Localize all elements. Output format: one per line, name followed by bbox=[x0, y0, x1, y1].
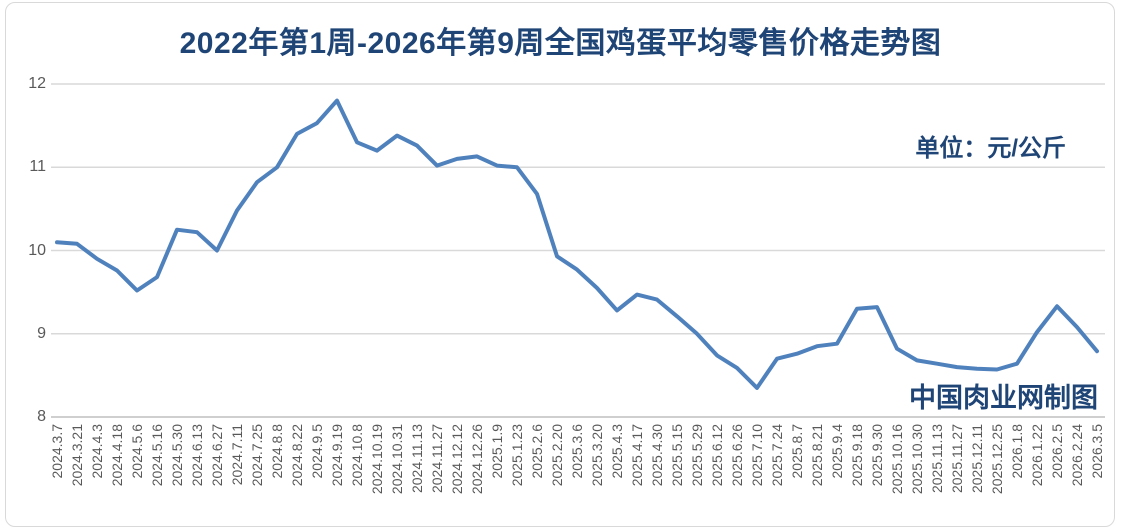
x-tick-label: 2025.3.6 bbox=[569, 424, 585, 479]
x-tick-label: 2025.8.7 bbox=[789, 424, 805, 479]
x-tick-label: 2025.9.4 bbox=[829, 424, 845, 479]
y-tick-label: 10 bbox=[28, 241, 46, 259]
x-tick-label: 2025.6.26 bbox=[729, 424, 745, 487]
x-tick-label: 2025.5.29 bbox=[689, 424, 705, 487]
x-tick-label: 2024.11.27 bbox=[429, 424, 445, 494]
x-tick-label: 2025.3.20 bbox=[589, 424, 605, 487]
watermark-label: 中国肉业网制图 bbox=[909, 383, 1098, 413]
unit-label: 单位：元/公斤 bbox=[915, 135, 1066, 162]
x-tick-label: 2024.7.11 bbox=[229, 424, 245, 486]
x-tick-label: 2024.7.25 bbox=[249, 424, 265, 487]
x-tick-label: 2024.12.26 bbox=[469, 424, 485, 495]
x-tick-label: 2025.1.9 bbox=[489, 424, 505, 479]
x-tick-label: 2025.10.30 bbox=[909, 424, 925, 495]
x-tick-label: 2026.1.8 bbox=[1009, 424, 1025, 479]
x-tick-label: 2024.12.12 bbox=[449, 424, 465, 495]
x-tick-label: 2025.2.20 bbox=[549, 424, 565, 487]
x-tick-label: 2024.5.6 bbox=[129, 424, 145, 479]
x-tick-label: 2025.4.17 bbox=[629, 424, 645, 487]
x-tick-label: 2025.4.30 bbox=[649, 424, 665, 487]
x-tick-label: 2024.10.8 bbox=[349, 424, 365, 487]
x-tick-label: 2024.9.19 bbox=[329, 424, 345, 487]
x-tick-label: 2025.2.6 bbox=[529, 424, 545, 479]
x-tick-label: 2024.3.21 bbox=[69, 424, 85, 487]
x-tick-label: 2025.6.12 bbox=[709, 424, 725, 487]
x-tick-label: 2026.2.24 bbox=[1069, 424, 1085, 487]
x-tick-label: 2025.10.16 bbox=[889, 424, 905, 495]
x-tick-label: 2025.5.15 bbox=[669, 424, 685, 487]
x-tick-label: 2024.10.19 bbox=[369, 424, 385, 495]
x-tick-label: 2024.10.31 bbox=[389, 424, 405, 495]
y-tick-label: 8 bbox=[37, 408, 46, 425]
x-tick-label: 2025.4.3 bbox=[609, 424, 625, 479]
x-tick-label: 2025.1.23 bbox=[509, 424, 525, 487]
x-tick-label: 2024.11.13 bbox=[409, 424, 425, 494]
x-tick-label: 2024.8.22 bbox=[289, 424, 305, 487]
x-tick-label: 2024.6.13 bbox=[189, 424, 205, 487]
x-tick-label: 2024.4.3 bbox=[89, 424, 105, 479]
x-tick-label: 2025.7.24 bbox=[769, 424, 785, 487]
x-tick-label: 2025.8.21 bbox=[809, 424, 825, 487]
x-tick-label: 2026.1.22 bbox=[1029, 424, 1045, 487]
price-series-line bbox=[55, 98, 1099, 390]
x-tick-label: 2024.9.5 bbox=[309, 424, 325, 479]
y-tick-label: 11 bbox=[29, 158, 46, 176]
y-tick-label: 12 bbox=[28, 75, 46, 92]
x-tick-label: 2024.6.27 bbox=[209, 424, 225, 487]
x-tick-label: 2024.3.7 bbox=[49, 424, 65, 479]
y-tick-label: 9 bbox=[37, 324, 46, 342]
x-tick-label: 2024.8.8 bbox=[269, 424, 285, 479]
x-tick-label: 2025.11.27 bbox=[949, 424, 965, 494]
x-tick-label: 2025.12.11 bbox=[969, 424, 985, 494]
x-tick-label: 2024.4.18 bbox=[109, 424, 125, 487]
x-tick-label: 2026.2.5 bbox=[1049, 424, 1065, 479]
x-tick-label: 2025.11.13 bbox=[929, 424, 945, 494]
x-tick-label: 2024.5.16 bbox=[149, 424, 165, 487]
x-tick-label: 2025.7.10 bbox=[749, 424, 765, 487]
x-tick-label: 2025.12.25 bbox=[989, 424, 1005, 495]
x-tick-label: 2024.5.30 bbox=[169, 424, 185, 487]
x-tick-label: 2025.9.30 bbox=[869, 424, 885, 487]
chart-title: 2022年第1周-2026年第9周全国鸡蛋平均零售价格走势图 bbox=[179, 27, 942, 60]
x-tick-label: 2025.9.18 bbox=[849, 424, 865, 487]
x-tick-label: 2026.3.5 bbox=[1089, 424, 1105, 479]
